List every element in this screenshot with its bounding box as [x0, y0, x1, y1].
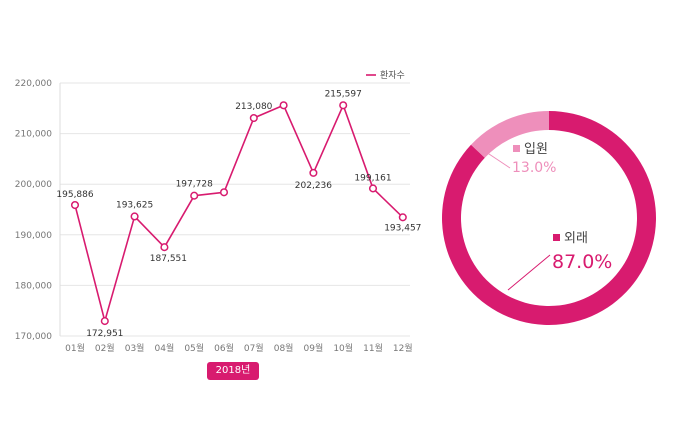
donut-chart	[441, 111, 656, 326]
x-tick-label: 02월	[95, 342, 115, 354]
inpatient-leader-line	[482, 149, 511, 169]
data-point	[249, 113, 258, 123]
x-tick-label: 04월	[155, 342, 175, 354]
point-label: 213,080	[235, 102, 272, 112]
point-label: 193,625	[116, 200, 153, 210]
inpatient-swatch	[513, 145, 520, 152]
line-points	[70, 101, 407, 326]
y-tick-label: 220,000	[15, 79, 52, 89]
year-badge: 2018년	[207, 362, 259, 380]
donut-label-inpatient: 입원 13.0%	[482, 142, 556, 176]
outpatient-leader-line	[507, 254, 551, 291]
outpatient-swatch	[553, 234, 560, 241]
donut-slice-inpatient	[471, 111, 549, 158]
inpatient-percent: 13.0%	[512, 160, 556, 176]
x-tick-label: 12월	[393, 342, 413, 354]
point-label: 195,886	[56, 190, 93, 200]
point-label: 199,161	[354, 173, 391, 183]
x-tick-label: 11월	[363, 342, 383, 354]
y-tick-label: 180,000	[15, 281, 52, 291]
data-point	[100, 317, 109, 326]
outpatient-label: 외래	[564, 231, 588, 246]
x-axis-ticks: 01월 02월 03월 04월 05월 06월 07월 08월 09월 10월 11월 12월	[65, 342, 413, 354]
data-point	[279, 101, 288, 110]
data-point	[339, 101, 348, 110]
grid-lines	[59, 82, 410, 337]
line-series	[74, 104, 404, 322]
x-tick-label: 10월	[333, 342, 353, 354]
data-point	[368, 184, 378, 193]
data-point	[130, 212, 139, 221]
chart-legend: 환자수	[366, 69, 405, 81]
data-point	[190, 191, 199, 200]
point-labels: 195,886 172,951 193,625 187,551 197,728 213,0…	[56, 89, 421, 339]
y-tick-label: 170,000	[15, 332, 52, 342]
point-label: 172,951	[86, 329, 123, 339]
y-tick-label: 190,000	[15, 231, 52, 241]
x-tick-label: 05월	[184, 342, 204, 354]
point-label: 187,551	[150, 254, 187, 264]
x-tick-label: 09월	[304, 342, 324, 354]
x-tick-label: 06월	[214, 342, 234, 354]
data-point	[219, 188, 229, 197]
data-point	[398, 213, 407, 222]
x-tick-label: 01월	[65, 342, 85, 354]
y-axis-ticks: 170,000 180,000 190,000 200,000 210,000 220,0…	[15, 79, 52, 342]
y-tick-label: 200,000	[15, 180, 52, 190]
y-tick-label: 210,000	[15, 130, 52, 140]
legend-label: 환자수	[380, 69, 405, 81]
data-point	[160, 243, 169, 252]
x-tick-label: 03월	[125, 342, 145, 354]
outpatient-percent: 87.0%	[552, 251, 612, 273]
donut-label-outpatient: 외래 87.0%	[507, 231, 612, 291]
data-point	[309, 168, 318, 177]
x-tick-label: 08월	[274, 342, 294, 354]
point-label: 193,457	[384, 223, 421, 233]
series-line	[74, 104, 404, 322]
point-label: 215,597	[325, 89, 362, 99]
data-point	[70, 200, 80, 210]
point-label: 197,728	[176, 180, 213, 190]
inpatient-label: 입원	[524, 142, 548, 157]
point-label: 202,236	[295, 181, 332, 191]
x-tick-label: 07월	[244, 342, 264, 354]
